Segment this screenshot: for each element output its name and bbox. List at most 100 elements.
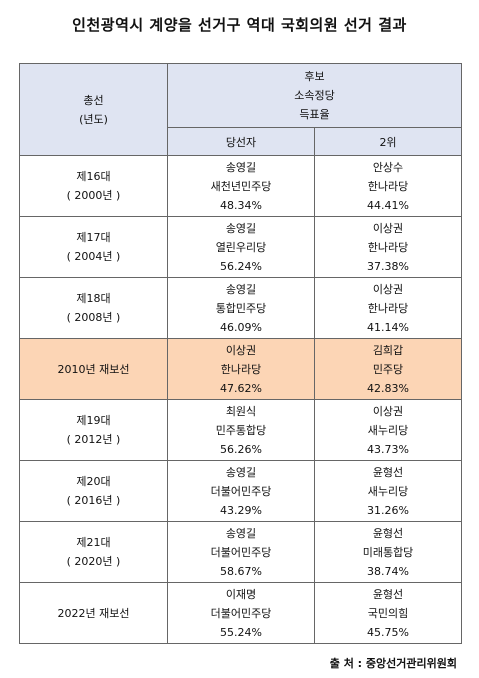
candidate-name: 김희갑 (372, 343, 404, 357)
vote-share: 38.74% (367, 564, 409, 578)
election-name: 제21대 (76, 536, 111, 549)
candidate-name: 윤형선 (372, 526, 404, 540)
party-name: 미래통합당 (362, 545, 414, 559)
election-cell: 제19대 ( 2012년 ) (19, 399, 168, 461)
vote-share: 45.75% (367, 625, 409, 639)
winner-cell: 송영길 열린우리당 56.24% (167, 216, 315, 278)
winner-header-cell: 당선자 (167, 127, 315, 156)
party-name: 국민의힘 (367, 606, 409, 620)
party-name: 더불어민주당 (210, 606, 272, 620)
candidate-name: 송영길 (225, 282, 257, 296)
candidate-name: 이상권 (372, 282, 404, 296)
election-year: ( 2000년 ) (66, 189, 121, 202)
header-row-bottom: 당선자 2위 (20, 127, 463, 156)
winner-cell: 송영길 통합민주당 46.09% (167, 277, 315, 339)
election-year: ( 2008년 ) (66, 311, 121, 324)
party-name: 한나라당 (367, 240, 409, 254)
election-cell: 제17대 ( 2004년 ) (19, 216, 168, 278)
party-name: 새누리당 (367, 484, 409, 498)
runner-up-header-cell: 2위 (313, 127, 463, 156)
candidate-name: 이상권 (372, 221, 404, 235)
party-header-label: 소속정당 (294, 89, 335, 102)
election-cell: 2010년 재보선 (19, 338, 168, 400)
vote-share: 55.24% (220, 625, 262, 639)
election-cell: 제18대 ( 2008년 ) (19, 277, 168, 339)
runner-up-cell: 이상권 한나라당 41.14% (313, 277, 463, 339)
party-name: 한나라당 (367, 179, 409, 193)
vote-share: 31.26% (367, 503, 409, 517)
party-name: 민주통합당 (215, 423, 267, 437)
election-year: ( 2020년 ) (66, 555, 121, 568)
vote-share: 43.29% (220, 503, 262, 517)
election-year: ( 2012년 ) (66, 433, 121, 446)
candidate-name: 최원식 (225, 404, 257, 418)
candidate-name: 송영길 (225, 465, 257, 479)
vote-share: 43.73% (367, 442, 409, 456)
candidate-name: 안상수 (372, 160, 404, 174)
party-name: 새천년민주당 (210, 179, 272, 193)
election-header-label: 총선 (83, 93, 104, 107)
vote-share: 42.83% (367, 381, 409, 395)
party-name: 더불어민주당 (210, 484, 272, 498)
party-name: 새누리당 (367, 423, 409, 437)
candidate-name: 송영길 (225, 526, 257, 540)
election-results-table: 총선 (년도) 후보 소속정당 득표율 당선자 2위 제16대 ( 2000년 )… (19, 63, 463, 644)
candidate-name: 이재명 (225, 587, 257, 601)
election-name: 제16대 (76, 170, 111, 183)
party-name: 한나라당 (367, 301, 409, 315)
candidate-name: 이상권 (225, 343, 257, 357)
party-name: 열린우리당 (215, 240, 267, 254)
candidate-name: 송영길 (225, 160, 257, 174)
party-name: 통합민주당 (215, 301, 267, 315)
vote-share: 47.62% (220, 381, 262, 395)
election-name: 제19대 (76, 414, 111, 427)
election-cell: 2022년 재보선 (19, 582, 168, 644)
election-cell: 제21대 ( 2020년 ) (19, 521, 168, 583)
party-name: 더불어민주당 (210, 545, 272, 559)
election-cell: 제20대 ( 2016년 ) (19, 460, 168, 522)
election-year: ( 2004년 ) (66, 250, 121, 263)
table-row: 제17대 ( 2004년 ) 송영길 열린우리당 56.24% 이상권 한나라당 37.38% (19, 216, 463, 278)
election-header-cell: 총선 (년도) (19, 63, 168, 156)
election-name: 제20대 (76, 475, 111, 488)
vote-share: 48.34% (220, 198, 262, 212)
vote-share: 58.67% (220, 564, 262, 578)
vote-share: 56.26% (220, 442, 262, 456)
election-name: 제17대 (76, 231, 111, 244)
party-name: 민주당 (372, 362, 404, 376)
table-row: 제18대 ( 2008년 ) 송영길 통합민주당 46.09% 이상권 한나라당 41.14% (19, 277, 463, 339)
header-row-top: 총선 (년도) 후보 소속정당 득표율 (19, 63, 463, 156)
page-title: 인천광역시 계양을 선거구 역대 국회의원 선거 결과 (72, 16, 407, 34)
candidate-name: 윤형선 (372, 587, 404, 601)
vote-share: 56.24% (220, 259, 262, 273)
year-header-label: (년도) (79, 112, 108, 126)
vote-share: 37.38% (367, 259, 409, 273)
vote-header-label: 득표율 (299, 108, 330, 121)
election-cell: 제16대 ( 2000년 ) (19, 155, 168, 217)
election-name: 2022년 재보선 (57, 606, 130, 620)
source-note: 출 처 : 중앙선거관리위원회 (329, 657, 457, 670)
candidate-header-label: 후보 (304, 70, 325, 83)
candidate-header-cell: 후보 소속정당 득표율 (166, 63, 463, 128)
candidate-name: 윤형선 (372, 465, 404, 479)
vote-share: 44.41% (367, 198, 409, 212)
party-name: 한나라당 (220, 362, 262, 376)
candidate-name: 이상권 (372, 404, 404, 418)
